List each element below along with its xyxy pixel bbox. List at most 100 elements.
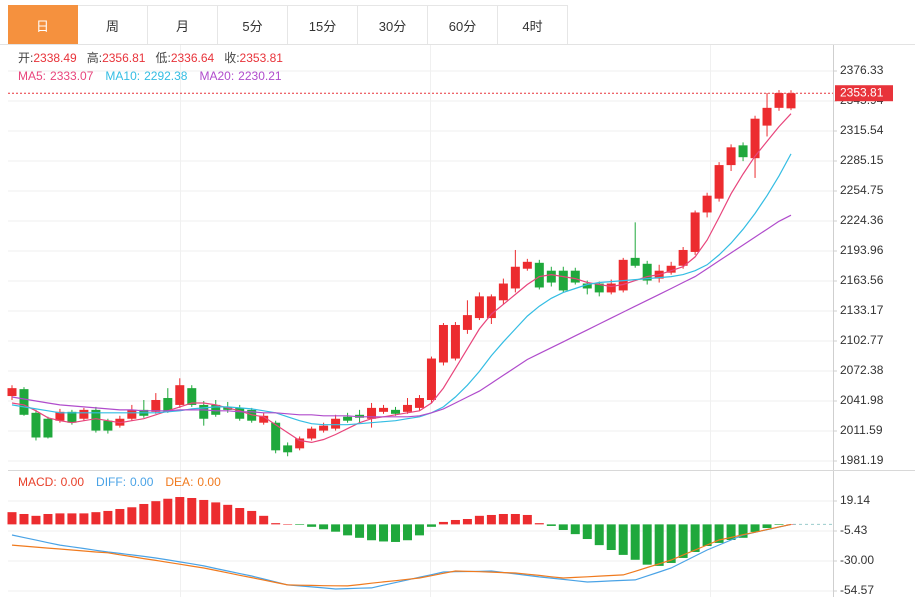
candle-body (235, 407, 245, 419)
macd-bar (666, 524, 676, 563)
macd-bar (343, 524, 353, 536)
candle-body (426, 358, 436, 400)
y-tick-label: 2163.56 (840, 273, 884, 287)
macd-bar (462, 518, 472, 525)
period-tab[interactable]: 30分 (358, 5, 428, 44)
candle-body (103, 420, 113, 431)
candle-body (55, 411, 65, 421)
candle-body (534, 262, 544, 288)
macd-bar (774, 524, 784, 525)
macd-bar (151, 501, 161, 525)
macd-bar (283, 524, 293, 525)
legend-label: DEA: (165, 475, 193, 489)
candle-body (786, 93, 796, 109)
period-tab[interactable]: 周 (78, 5, 148, 44)
y-tick-label: -54.57 (840, 583, 874, 597)
y-tick-label: 2133.17 (840, 303, 884, 317)
candle-body (714, 165, 724, 199)
macd-bar (606, 524, 616, 551)
candle-body (271, 422, 281, 451)
macd-bar (522, 514, 532, 525)
period-tab[interactable]: 15分 (288, 5, 358, 44)
candle-body (510, 266, 520, 289)
macd-bar (450, 519, 460, 525)
candle-body (367, 407, 377, 419)
candle-body (702, 195, 712, 213)
y-tick-label: 2072.38 (840, 363, 884, 377)
macd-bar (426, 524, 436, 527)
ohlc-label: 收: (224, 51, 239, 65)
candle-body (79, 409, 89, 419)
series-line (11, 523, 792, 587)
period-tab[interactable]: 60分 (428, 5, 498, 44)
legend-label: MACD: (18, 475, 57, 489)
ohlc-value: 2353.81 (240, 51, 284, 65)
candle-body (450, 324, 460, 359)
macd-bar (199, 499, 209, 525)
candle-body (91, 409, 101, 431)
candle-body (774, 93, 784, 108)
macd-bar (271, 523, 281, 525)
period-tab[interactable]: 月 (148, 5, 218, 44)
macd-bar (55, 513, 65, 525)
candle-body (19, 389, 29, 415)
candle-body (558, 270, 568, 291)
ohlc-label: 高: (87, 50, 102, 65)
macd-bar (19, 513, 29, 525)
candle-body (319, 425, 329, 431)
macd-bar (115, 508, 125, 525)
macd-bar (750, 524, 760, 532)
candle-body (283, 445, 293, 453)
candle-body (379, 407, 389, 412)
candle-body (630, 257, 640, 266)
macd-bar (714, 524, 724, 543)
series-line (11, 153, 792, 426)
macd-bar (319, 524, 329, 530)
series-line (11, 523, 792, 590)
candle-body (211, 404, 221, 415)
y-tick-label: -30.00 (840, 553, 874, 567)
y-tick-label: 2285.15 (840, 153, 884, 167)
legend-value: 2230.21 (238, 69, 282, 83)
candle-body (690, 212, 700, 252)
y-tick-label: 2011.59 (840, 423, 883, 437)
macd-bar (702, 524, 712, 546)
candle-body (546, 270, 556, 283)
candle-body (31, 412, 41, 438)
macd-bar (103, 510, 113, 525)
candle-body (462, 315, 472, 330)
candle-body (343, 416, 353, 421)
macd-bar (414, 524, 424, 536)
macd-bar (546, 524, 556, 526)
candle-body (762, 107, 772, 126)
macd-bar (163, 498, 173, 525)
candle-body (151, 399, 161, 412)
candle-body (199, 404, 209, 419)
candle-body (127, 409, 137, 419)
candle-body (438, 324, 448, 363)
period-tabs: 日周月 5分 15分 30分 60分 4时 (8, 5, 568, 44)
candle-body (726, 147, 736, 166)
period-tab[interactable]: 4时 (498, 5, 568, 44)
legend-value: 2292.38 (144, 69, 188, 83)
macd-bar (678, 524, 688, 558)
macd-bar (91, 512, 101, 525)
macd-bar (43, 513, 53, 525)
candle-body (402, 404, 412, 412)
series-line (11, 113, 792, 444)
y-tick-label: -5.43 (840, 523, 868, 537)
period-tab[interactable]: 日 (8, 5, 78, 44)
macd-bar (235, 508, 245, 525)
legend-value: 2333.07 (50, 69, 94, 83)
macd-bar (486, 514, 496, 525)
macd-bar (438, 521, 448, 525)
macd-bar (498, 513, 508, 525)
y-tick-label: 2254.75 (840, 183, 884, 197)
macd-bar (79, 513, 89, 525)
candle-body (642, 263, 652, 281)
period-tab[interactable]: 5分 (218, 5, 288, 44)
candle-body (7, 388, 17, 397)
candle-body (414, 398, 424, 408)
candle-body (498, 283, 508, 301)
